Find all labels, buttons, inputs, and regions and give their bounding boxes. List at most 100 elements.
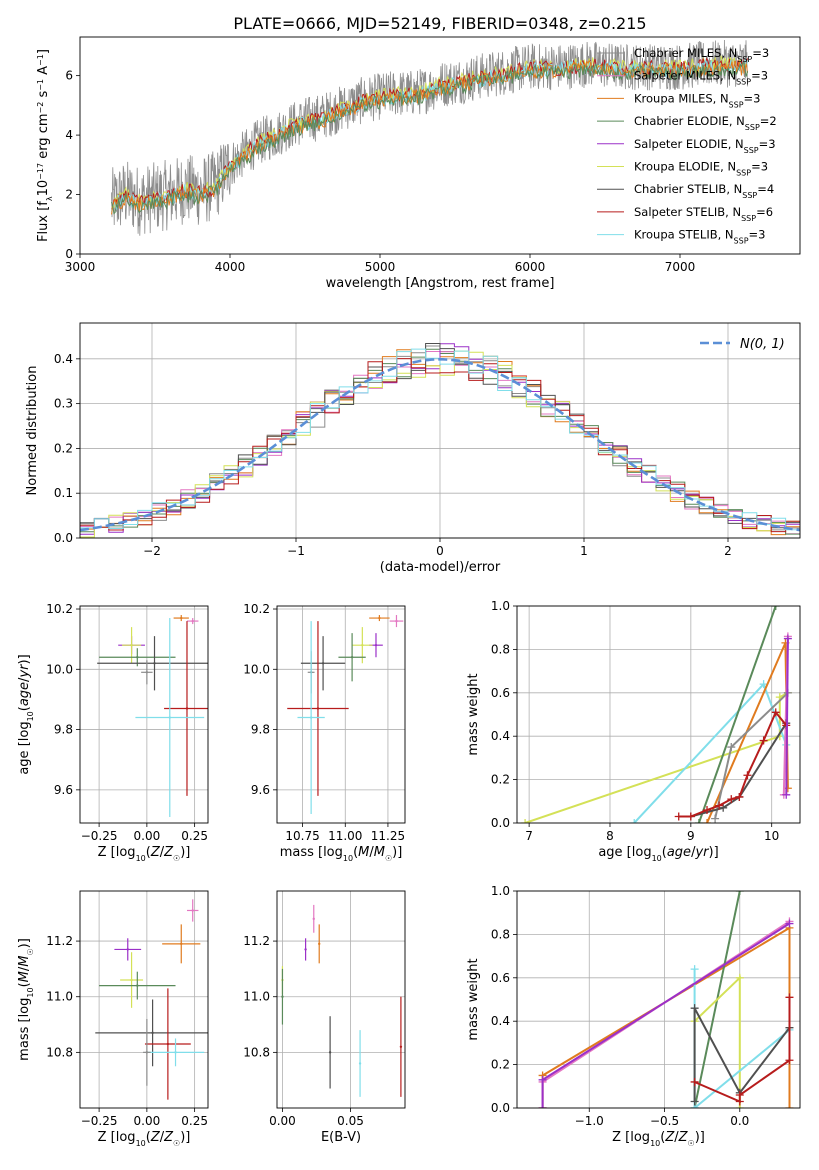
x-axis-label: (data-model)/error xyxy=(380,560,501,575)
y-tick-label: 0.2 xyxy=(491,773,510,787)
axes-frame xyxy=(276,890,406,1109)
y-tick-label: 0.2 xyxy=(54,441,73,455)
weight-marker xyxy=(783,634,792,643)
data-point xyxy=(145,671,149,674)
weight-marker xyxy=(727,743,736,752)
weight-vs-age-panel: 7 8 9 10 0.0 0.2 0.4 0.6 0.8 1.0 age [log10(age/yr… xyxy=(466,599,801,863)
mass-vs-ebv-panel: 0.00 0.05 10.8 11.0 11.2 E(B-V) xyxy=(243,890,406,1145)
x-axis-label: E(B-V) xyxy=(321,1130,361,1145)
y-tick-label: 10.0 xyxy=(243,662,270,676)
x-tick-label: −0.25 xyxy=(81,829,118,843)
x-tick-label: −1.0 xyxy=(575,1114,604,1128)
x-tick-label: 1 xyxy=(580,544,588,558)
y-tick-label: 9.8 xyxy=(251,723,270,737)
weight-marker xyxy=(538,1104,547,1108)
x-tick-label: 10 xyxy=(764,829,779,843)
axes-frame xyxy=(516,890,801,1109)
y-tick-label: 4 xyxy=(65,128,73,142)
weight-marker xyxy=(686,812,695,821)
y-tick-label: 0.3 xyxy=(54,397,73,411)
data-point xyxy=(153,662,156,665)
data-point xyxy=(180,942,183,946)
legend-entry: Salpeter MILES, NSSP=3 xyxy=(634,69,768,87)
x-tick-label: 5000 xyxy=(365,260,396,274)
weight-marker xyxy=(715,801,724,810)
data-point xyxy=(399,1045,403,1048)
x-tick-label: 8 xyxy=(606,829,614,843)
x-axis-label: age [log10(age/yr)] xyxy=(598,845,718,863)
weight-marker xyxy=(735,1090,744,1099)
data-point xyxy=(374,643,378,647)
weight-marker xyxy=(694,819,703,823)
y-axis-label: mass [log10(M/M☉)] xyxy=(17,938,35,1061)
weight-marker xyxy=(735,973,744,982)
y-tick-label: 2 xyxy=(65,188,73,202)
data-point xyxy=(191,619,194,623)
weight-vs-z-panel: −1.0 −0.5 0.0 0.0 0.2 0.4 0.6 0.8 1.0 Z [log10(Z/… xyxy=(466,884,801,1148)
histogram-step-line xyxy=(80,350,800,538)
weight-marker xyxy=(771,708,780,717)
y-tick-label: 0.8 xyxy=(491,927,510,941)
legend-entry: Salpeter ELODIE, NSSP=3 xyxy=(634,137,776,155)
data-point xyxy=(361,643,364,647)
mass-vs-z-plot-area xyxy=(95,899,208,1100)
y-tick-label: 0.4 xyxy=(54,352,73,366)
weight-marker xyxy=(690,1004,699,1013)
weight-marker xyxy=(759,680,768,689)
normal-distribution-curve xyxy=(80,358,800,532)
y-tick-label: 9.6 xyxy=(251,783,270,797)
y-tick-label: 11.0 xyxy=(243,990,270,1004)
weight-marker xyxy=(785,1104,794,1108)
weight-marker xyxy=(771,606,780,610)
weight-marker xyxy=(785,993,794,1002)
data-point xyxy=(328,1051,332,1054)
x-tick-label: 0.0 xyxy=(730,1114,749,1128)
data-point xyxy=(166,1042,170,1046)
weight-marker xyxy=(690,1097,699,1106)
x-tick-label: 0.25 xyxy=(181,1114,208,1128)
x-tick-label: 0.25 xyxy=(181,829,208,843)
y-tick-label: 9.8 xyxy=(54,723,73,737)
legend-entry: Salpeter STELIB, NSSP=6 xyxy=(634,205,773,223)
y-tick-label: 0.0 xyxy=(491,1101,510,1115)
data-point xyxy=(281,995,284,998)
weight-marker xyxy=(538,1075,547,1084)
weight-marker xyxy=(690,1077,699,1086)
weight-series-line xyxy=(524,691,789,823)
axes-frame xyxy=(79,605,209,824)
data-point xyxy=(378,616,381,620)
y-axis-label: Normed distribution xyxy=(25,366,40,496)
data-point xyxy=(358,1062,362,1065)
y-tick-label: 0.4 xyxy=(491,1014,510,1028)
y-tick-label: 9.6 xyxy=(54,783,73,797)
age-vs-mass-panel: 10.75 11.00 11.25 9.6 9.8 10.0 10.2 mass [log10… xyxy=(243,602,406,863)
y-tick-label: 11.2 xyxy=(46,934,73,948)
data-point xyxy=(174,1051,177,1054)
x-axis-label: Z [log10(Z/Z☉)] xyxy=(98,845,191,863)
data-point xyxy=(136,984,139,987)
x-tick-label: −0.25 xyxy=(81,1114,118,1128)
spectrum-panel: 3000 4000 5000 6000 7000 0 2 4 6 wavelength [Angs… xyxy=(36,36,801,291)
data-point xyxy=(145,1051,149,1054)
x-tick-label: −0.5 xyxy=(650,1114,679,1128)
y-tick-label: 10.8 xyxy=(243,1045,270,1059)
y-tick-label: 0.2 xyxy=(491,1058,510,1072)
weight-series-line xyxy=(694,997,791,1104)
legend-entry: N(0, 1) xyxy=(740,337,785,352)
weight-series-line xyxy=(697,606,777,823)
weight-marker xyxy=(785,919,794,928)
x-tick-label: 9 xyxy=(687,829,695,843)
legend-entry: Chabrier MILES, NSSP=3 xyxy=(634,46,769,64)
axes-frame xyxy=(516,605,801,824)
model-spectrum-line xyxy=(111,62,748,215)
legend-entry: Kroupa MILES, NSSP=3 xyxy=(634,91,760,109)
data-point xyxy=(136,656,139,659)
axes-frame xyxy=(79,36,801,255)
weight-marker xyxy=(674,812,683,821)
weight-marker xyxy=(735,891,744,895)
data-point xyxy=(191,909,194,912)
x-tick-label: 0.05 xyxy=(337,1114,364,1128)
age-vs-mass-plot-area xyxy=(287,615,404,814)
data-point xyxy=(395,619,398,623)
y-tick-label: 0.0 xyxy=(491,816,510,830)
